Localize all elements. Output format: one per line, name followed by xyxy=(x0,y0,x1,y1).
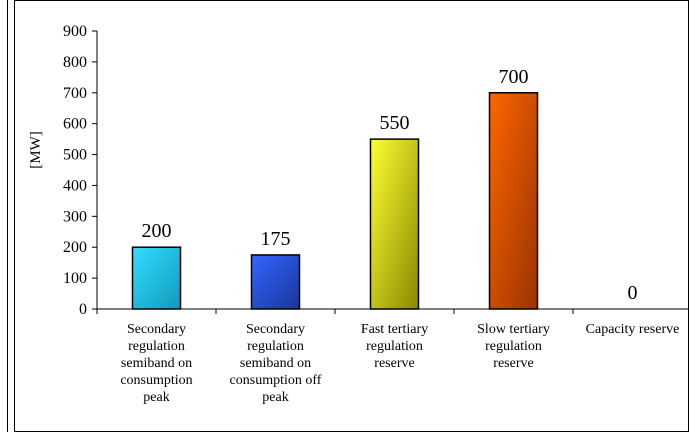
y-axis-title: [MW] xyxy=(28,131,44,169)
bar xyxy=(250,254,301,310)
x-category-label: Slow tertiary regulation reserve xyxy=(477,322,550,371)
bar-value-label: 200 xyxy=(142,220,172,242)
y-tick-label: 700 xyxy=(63,85,87,102)
y-tick-label: 900 xyxy=(63,23,87,40)
y-tick-label: 400 xyxy=(63,177,87,194)
y-tick-label: 800 xyxy=(63,54,87,71)
bar-value-label: 700 xyxy=(499,66,529,88)
y-tick-label: 300 xyxy=(63,208,87,225)
x-category-label: Fast tertiary regulation reserve xyxy=(361,322,428,371)
y-tick-label: 100 xyxy=(63,270,87,287)
x-category-label: Secondary regulation semiband on consumptio… xyxy=(230,322,322,405)
x-category-label: Secondary regulation semiband on consumptio… xyxy=(120,322,192,405)
y-tick-label: 600 xyxy=(63,116,87,133)
bars xyxy=(131,92,539,310)
bar xyxy=(131,246,182,310)
y-tick-label: 0 xyxy=(79,301,87,318)
y-tick-label: 500 xyxy=(63,147,87,164)
y-tick-label: 200 xyxy=(63,239,87,256)
category-labels: Secondary regulation semiband on consumptio… xyxy=(120,322,679,405)
adjacent-figure-edge xyxy=(0,0,8,432)
bar xyxy=(488,92,539,310)
bar-value-label: 175 xyxy=(261,228,291,250)
y-axis: 0 100 200 300 400 500 600 700 800 900 xyxy=(63,23,98,318)
x-category-label: Capacity reserve xyxy=(586,322,680,337)
bar-value-label: 0 xyxy=(628,282,638,304)
value-labels: 200 175 550 700 0 xyxy=(142,66,638,304)
bar-value-label: 550 xyxy=(380,112,410,134)
bar xyxy=(369,138,420,310)
